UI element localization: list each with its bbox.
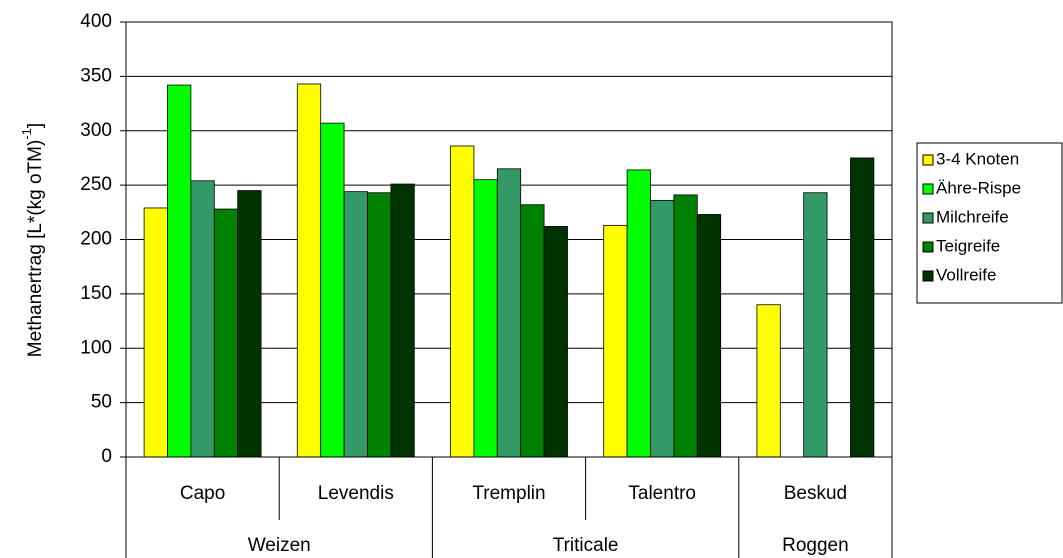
legend-label: Teigreife	[936, 236, 1000, 255]
legend-box	[916, 142, 1063, 304]
bar	[473, 179, 498, 458]
bar	[650, 199, 675, 458]
bar	[673, 194, 698, 458]
y-label-main: Methanertrag [L*(kg oTM)	[25, 140, 46, 358]
bar	[390, 183, 415, 458]
bar	[450, 145, 475, 458]
bar	[190, 180, 215, 458]
legend-swatch	[922, 241, 934, 253]
legend-label: 3-4 Knoten	[936, 149, 1019, 168]
bar	[626, 169, 651, 458]
group-label: Triticale	[553, 535, 619, 556]
bar	[520, 204, 545, 458]
bar	[296, 83, 322, 458]
x-tick-label: Capo	[180, 483, 225, 504]
legend-label: Milchreife	[936, 207, 1009, 226]
bar	[143, 207, 168, 458]
y-label-end: ]	[25, 123, 46, 128]
legend-label: Vollreife	[936, 265, 996, 284]
x-tick-label: Talentro	[628, 483, 696, 504]
bar	[367, 192, 392, 458]
bar	[343, 191, 368, 458]
y-tick-label: 300	[80, 120, 112, 141]
bar	[543, 226, 568, 458]
y-tick-label: 400	[80, 11, 112, 32]
x-tick-label: Beskud	[784, 483, 847, 504]
bar	[603, 224, 628, 458]
y-axis-label: Methanertrag [L*(kg oTM)-1]	[19, 123, 46, 357]
group-label: Roggen	[782, 535, 849, 556]
y-tick-label: 0	[101, 446, 112, 467]
bar	[237, 190, 262, 458]
x-tick-label: Tremplin	[472, 483, 545, 504]
bar	[167, 84, 192, 458]
legend-swatch	[922, 183, 934, 195]
plot-border	[125, 21, 893, 458]
y-tick-label: 100	[80, 337, 112, 358]
y-tick-label: 200	[80, 229, 112, 250]
bar	[320, 122, 345, 458]
legend-swatch	[922, 154, 934, 166]
group-label: Weizen	[248, 535, 311, 556]
y-tick-label: 50	[91, 392, 112, 413]
legend-label: Ähre-Rispe	[936, 178, 1021, 197]
bar	[803, 192, 828, 458]
y-tick-label: 150	[80, 283, 112, 304]
bar	[496, 168, 522, 458]
bar	[696, 214, 722, 458]
bar	[850, 157, 875, 458]
legend-swatch	[922, 212, 934, 224]
legend-swatch	[922, 270, 934, 282]
y-tick-label: 250	[80, 174, 112, 195]
bar	[756, 304, 781, 458]
x-tick-label: Levendis	[318, 483, 394, 504]
y-label-sup: -1	[19, 128, 34, 140]
y-tick-label: 350	[80, 65, 112, 86]
bar	[213, 208, 239, 458]
